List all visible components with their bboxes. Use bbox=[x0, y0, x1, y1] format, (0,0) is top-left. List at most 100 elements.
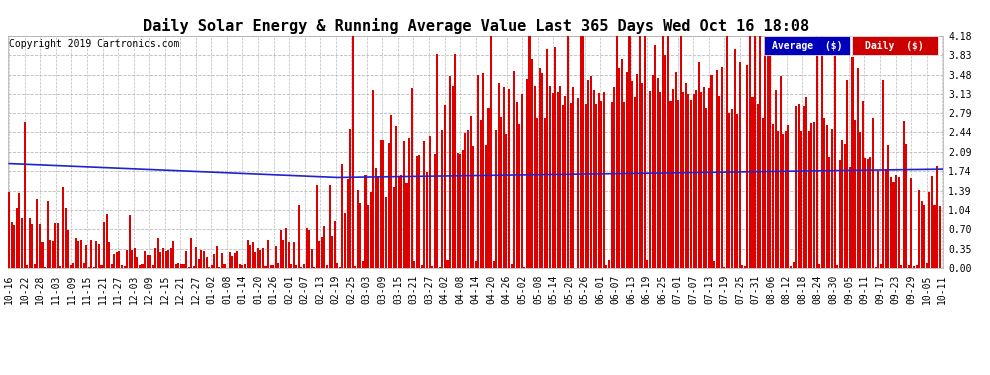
Bar bbox=[326, 265, 328, 268]
Bar bbox=[324, 226, 326, 268]
Bar bbox=[829, 157, 831, 268]
Bar bbox=[359, 203, 361, 268]
Bar bbox=[95, 242, 97, 268]
Bar bbox=[264, 266, 266, 268]
Bar bbox=[100, 265, 103, 268]
Bar bbox=[642, 82, 644, 268]
Bar bbox=[64, 208, 66, 268]
Bar bbox=[54, 223, 56, 268]
Bar bbox=[111, 264, 113, 268]
Bar bbox=[221, 253, 223, 268]
Bar bbox=[682, 92, 684, 268]
Bar bbox=[600, 100, 602, 268]
Bar bbox=[182, 264, 184, 268]
Bar bbox=[254, 252, 256, 268]
Bar bbox=[834, 43, 836, 268]
Bar bbox=[482, 73, 484, 268]
Bar bbox=[824, 118, 826, 268]
Bar bbox=[518, 124, 521, 268]
Bar bbox=[437, 54, 439, 268]
Bar bbox=[390, 115, 392, 268]
Bar bbox=[672, 89, 674, 268]
Bar bbox=[826, 124, 828, 268]
Bar bbox=[608, 261, 610, 268]
Bar bbox=[554, 47, 556, 268]
Bar bbox=[162, 248, 164, 268]
Bar bbox=[398, 177, 400, 268]
Bar bbox=[590, 76, 592, 268]
Bar bbox=[898, 177, 900, 268]
Bar bbox=[85, 245, 87, 268]
Bar bbox=[369, 192, 371, 268]
Bar bbox=[818, 264, 820, 268]
Bar bbox=[561, 105, 564, 268]
Bar bbox=[67, 230, 69, 268]
FancyBboxPatch shape bbox=[851, 36, 938, 56]
Bar bbox=[582, 36, 584, 268]
Bar bbox=[37, 198, 39, 268]
Bar bbox=[677, 100, 679, 268]
Bar bbox=[424, 141, 426, 268]
Bar bbox=[372, 90, 374, 268]
Bar bbox=[900, 265, 902, 268]
Bar bbox=[742, 265, 743, 268]
Text: Average  ($): Average ($) bbox=[771, 40, 842, 51]
Bar bbox=[803, 106, 805, 268]
Bar bbox=[913, 266, 915, 268]
Bar bbox=[895, 176, 897, 268]
Bar bbox=[693, 94, 695, 268]
Bar bbox=[529, 36, 531, 268]
Bar bbox=[298, 206, 300, 268]
Bar bbox=[631, 81, 633, 268]
Bar bbox=[51, 241, 53, 268]
Bar bbox=[431, 266, 434, 268]
Bar bbox=[26, 265, 28, 268]
Bar bbox=[777, 131, 779, 268]
Bar bbox=[267, 240, 269, 268]
Bar bbox=[721, 67, 723, 268]
Bar bbox=[569, 103, 571, 268]
Bar bbox=[354, 266, 356, 268]
Bar bbox=[247, 240, 248, 268]
Bar bbox=[137, 256, 139, 268]
Bar bbox=[462, 150, 464, 268]
Bar bbox=[321, 237, 323, 268]
Bar bbox=[19, 194, 21, 268]
Bar bbox=[649, 91, 651, 268]
Bar bbox=[687, 94, 689, 268]
Bar bbox=[808, 130, 810, 268]
Bar bbox=[916, 265, 918, 268]
Bar bbox=[88, 267, 90, 268]
Bar bbox=[156, 238, 158, 268]
Bar bbox=[242, 265, 244, 268]
Bar bbox=[854, 120, 856, 268]
Bar bbox=[634, 97, 636, 268]
Bar bbox=[259, 250, 261, 268]
Bar bbox=[480, 120, 482, 268]
Bar bbox=[905, 144, 907, 268]
Bar bbox=[380, 140, 382, 268]
Bar bbox=[190, 238, 192, 268]
Bar bbox=[698, 62, 700, 268]
Bar bbox=[908, 265, 910, 268]
Bar bbox=[429, 136, 431, 268]
Bar bbox=[472, 146, 474, 268]
Bar bbox=[839, 160, 841, 268]
Bar bbox=[93, 267, 95, 268]
Bar bbox=[705, 108, 708, 268]
Bar bbox=[490, 36, 492, 268]
Bar bbox=[737, 114, 739, 268]
Bar bbox=[506, 134, 508, 268]
Bar bbox=[793, 262, 795, 268]
Bar bbox=[434, 154, 436, 268]
Bar bbox=[351, 36, 353, 268]
Bar bbox=[175, 264, 177, 268]
Bar bbox=[754, 36, 756, 268]
Bar bbox=[782, 134, 784, 268]
Bar bbox=[637, 74, 639, 268]
Bar bbox=[119, 251, 121, 268]
Bar bbox=[831, 129, 833, 268]
Bar bbox=[477, 75, 479, 268]
Bar bbox=[734, 49, 736, 268]
Bar bbox=[887, 144, 889, 268]
